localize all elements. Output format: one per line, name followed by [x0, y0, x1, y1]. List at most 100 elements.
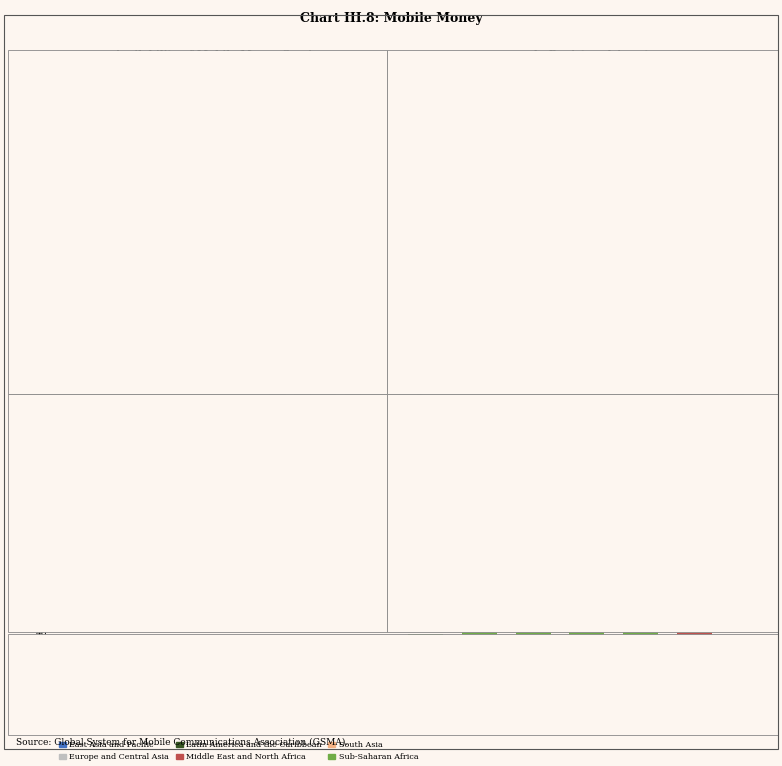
Bar [573, 502, 590, 509]
Bar [497, 257, 513, 261]
Bar [195, 482, 210, 489]
Bar [350, 234, 361, 237]
Bar [650, 400, 667, 466]
Bar [317, 210, 328, 221]
Bar [267, 215, 278, 224]
Bar [317, 99, 328, 198]
Bar [515, 659, 551, 670]
Bar [408, 666, 443, 673]
Bar [599, 501, 615, 509]
Bar [350, 237, 361, 264]
Bar [145, 506, 160, 509]
Bar [354, 675, 389, 678]
Bar [522, 505, 539, 506]
Bar [317, 198, 328, 210]
Bar [547, 224, 564, 242]
Bar [701, 445, 718, 474]
Bar [445, 263, 461, 264]
Bar [676, 480, 692, 485]
Bar [267, 238, 278, 264]
Bar [599, 480, 615, 493]
Bar [701, 474, 718, 479]
Bar [471, 501, 487, 507]
Bar [284, 222, 295, 234]
Bar [623, 644, 658, 665]
Bar [701, 350, 718, 445]
Bar [650, 493, 667, 495]
Bar [300, 233, 311, 236]
Bar [168, 257, 179, 259]
Bar [245, 482, 260, 484]
Bar [284, 212, 295, 222]
Bar [220, 483, 235, 489]
Bar [195, 492, 210, 496]
Bar [295, 370, 310, 430]
Bar [317, 233, 328, 236]
Bar [515, 654, 551, 658]
Bar [70, 263, 80, 264]
Bar [140, 676, 174, 677]
Bar [547, 505, 564, 509]
Bar [251, 221, 262, 228]
Bar [202, 145, 212, 238]
Bar [599, 250, 615, 252]
Bar [120, 508, 135, 509]
Bar [301, 673, 335, 676]
Bar [301, 655, 335, 670]
Bar [251, 228, 262, 238]
Bar [515, 672, 551, 678]
Bar [650, 488, 667, 493]
Bar [625, 492, 641, 496]
Bar [320, 438, 335, 445]
Bar [270, 444, 285, 460]
Bar [102, 260, 113, 263]
Bar [218, 237, 228, 245]
Bar [267, 224, 278, 236]
Bar [515, 658, 551, 659]
Bar [408, 633, 443, 663]
Bar [345, 319, 361, 400]
Bar [334, 233, 344, 236]
Bar [676, 492, 692, 509]
Bar [119, 263, 130, 264]
Bar [86, 262, 96, 264]
Bar [676, 485, 692, 490]
Bar [573, 486, 590, 496]
Bar [727, 240, 744, 243]
Bar [135, 260, 146, 261]
Bar [354, 669, 389, 674]
Bar [170, 502, 185, 509]
Bar [599, 496, 615, 499]
Bar [547, 470, 564, 493]
Bar [625, 496, 641, 498]
Bar [168, 253, 179, 254]
Bar [701, 140, 718, 195]
Bar [185, 256, 196, 257]
Bar [300, 102, 311, 198]
Bar [701, 195, 718, 240]
Bar [650, 244, 667, 246]
Bar [300, 236, 311, 264]
Bar [701, 240, 718, 242]
Bar [135, 246, 146, 260]
Bar [727, 244, 744, 264]
Bar [235, 122, 246, 219]
Bar [235, 245, 246, 264]
Bar [599, 252, 615, 254]
Text: Chart III.8: Mobile Money: Chart III.8: Mobile Money [300, 12, 482, 25]
Title: d. Monthly Transactions by Volume: d. Monthly Transactions by Volume [493, 310, 696, 319]
Bar [251, 113, 262, 213]
Bar [185, 251, 196, 256]
Bar [599, 493, 615, 496]
Bar [471, 507, 487, 509]
Bar [170, 491, 185, 496]
Bar [408, 674, 443, 678]
Bar [623, 638, 658, 643]
Bar [168, 203, 179, 253]
Bar [218, 248, 228, 264]
Bar [220, 489, 235, 492]
Bar [569, 669, 604, 678]
Bar [573, 205, 590, 233]
Bar [120, 506, 135, 507]
Bar [515, 670, 551, 672]
